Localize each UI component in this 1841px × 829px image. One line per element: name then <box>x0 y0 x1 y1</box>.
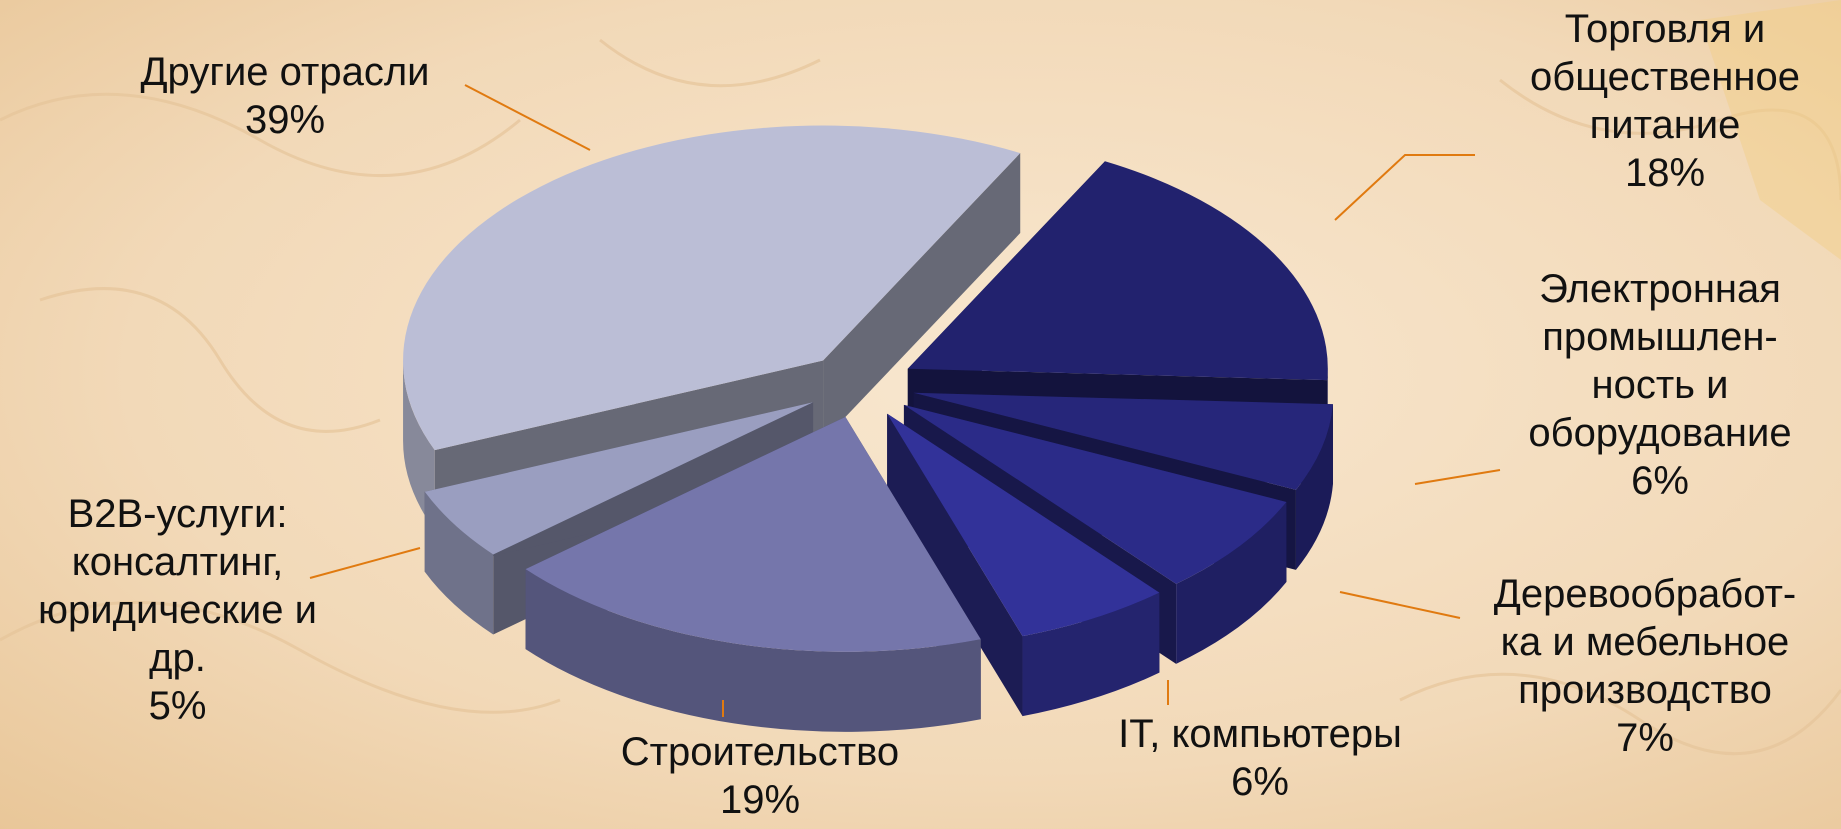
slice-side-wall <box>887 413 1023 717</box>
slice-outer-wall <box>1022 592 1160 717</box>
slice-outer-wall <box>424 491 494 635</box>
slice-value-label: 6% <box>1231 760 1289 804</box>
slice-top <box>903 404 1287 584</box>
pie-slices <box>403 125 1333 732</box>
slice-value-label: 39% <box>244 98 326 142</box>
slice-label-text: Электронная промышлен- ность и оборудова… <box>1528 267 1792 455</box>
slice-outer-wall <box>403 360 435 531</box>
leader-line <box>464 84 591 151</box>
slice-label-text: Строительство <box>620 730 900 774</box>
pie-slice <box>887 413 1160 717</box>
slice-label-text: B2B-услуги: консалтинг, юридические и др… <box>38 492 317 680</box>
slice-label: IT, компьютеры 6% <box>1090 710 1430 806</box>
slice-label-text: Торговля и общественное питание <box>1530 7 1800 147</box>
slice-top <box>907 161 1328 381</box>
slice-top <box>887 413 1160 637</box>
slice-top <box>525 416 981 652</box>
slice-label: Торговля и общественное питание 18% <box>1505 5 1825 197</box>
slice-value-label: 5% <box>148 684 207 728</box>
slice-label: Электронная промышлен- ность и оборудова… <box>1480 265 1840 505</box>
slice-outer-wall <box>525 569 981 732</box>
slice-value-label: 7% <box>1616 716 1674 760</box>
leader-line <box>309 547 421 579</box>
slice-outer-wall <box>1176 501 1287 664</box>
leader-line <box>1414 469 1501 485</box>
slice-value-label: 18% <box>1624 151 1706 195</box>
slice-side-wall <box>823 153 1021 441</box>
slice-label-text: Деревообработ- ка и мебельное производст… <box>1493 572 1797 712</box>
slice-label-text: Другие отрасли <box>140 50 430 94</box>
slice-value-label: 19% <box>719 778 801 822</box>
leader-lines <box>309 84 1501 717</box>
leader-line <box>1339 591 1461 619</box>
leader-line <box>1334 154 1475 221</box>
pie-slice <box>525 416 981 732</box>
slice-top <box>403 125 1021 451</box>
slice-outer-wall <box>1295 404 1333 570</box>
slice-label: B2B-услуги: консалтинг, юридические и др… <box>0 490 355 730</box>
slice-label: Деревообработ- ка и мебельное производст… <box>1455 570 1835 762</box>
slice-value-label: 6% <box>1631 459 1689 503</box>
slice-label-text: IT, компьютеры <box>1118 712 1402 756</box>
slice-label: Строительство 19% <box>580 728 940 824</box>
slice-top <box>913 392 1333 490</box>
slice-label: Другие отрасли 39% <box>95 48 475 144</box>
slice-top <box>424 402 814 555</box>
